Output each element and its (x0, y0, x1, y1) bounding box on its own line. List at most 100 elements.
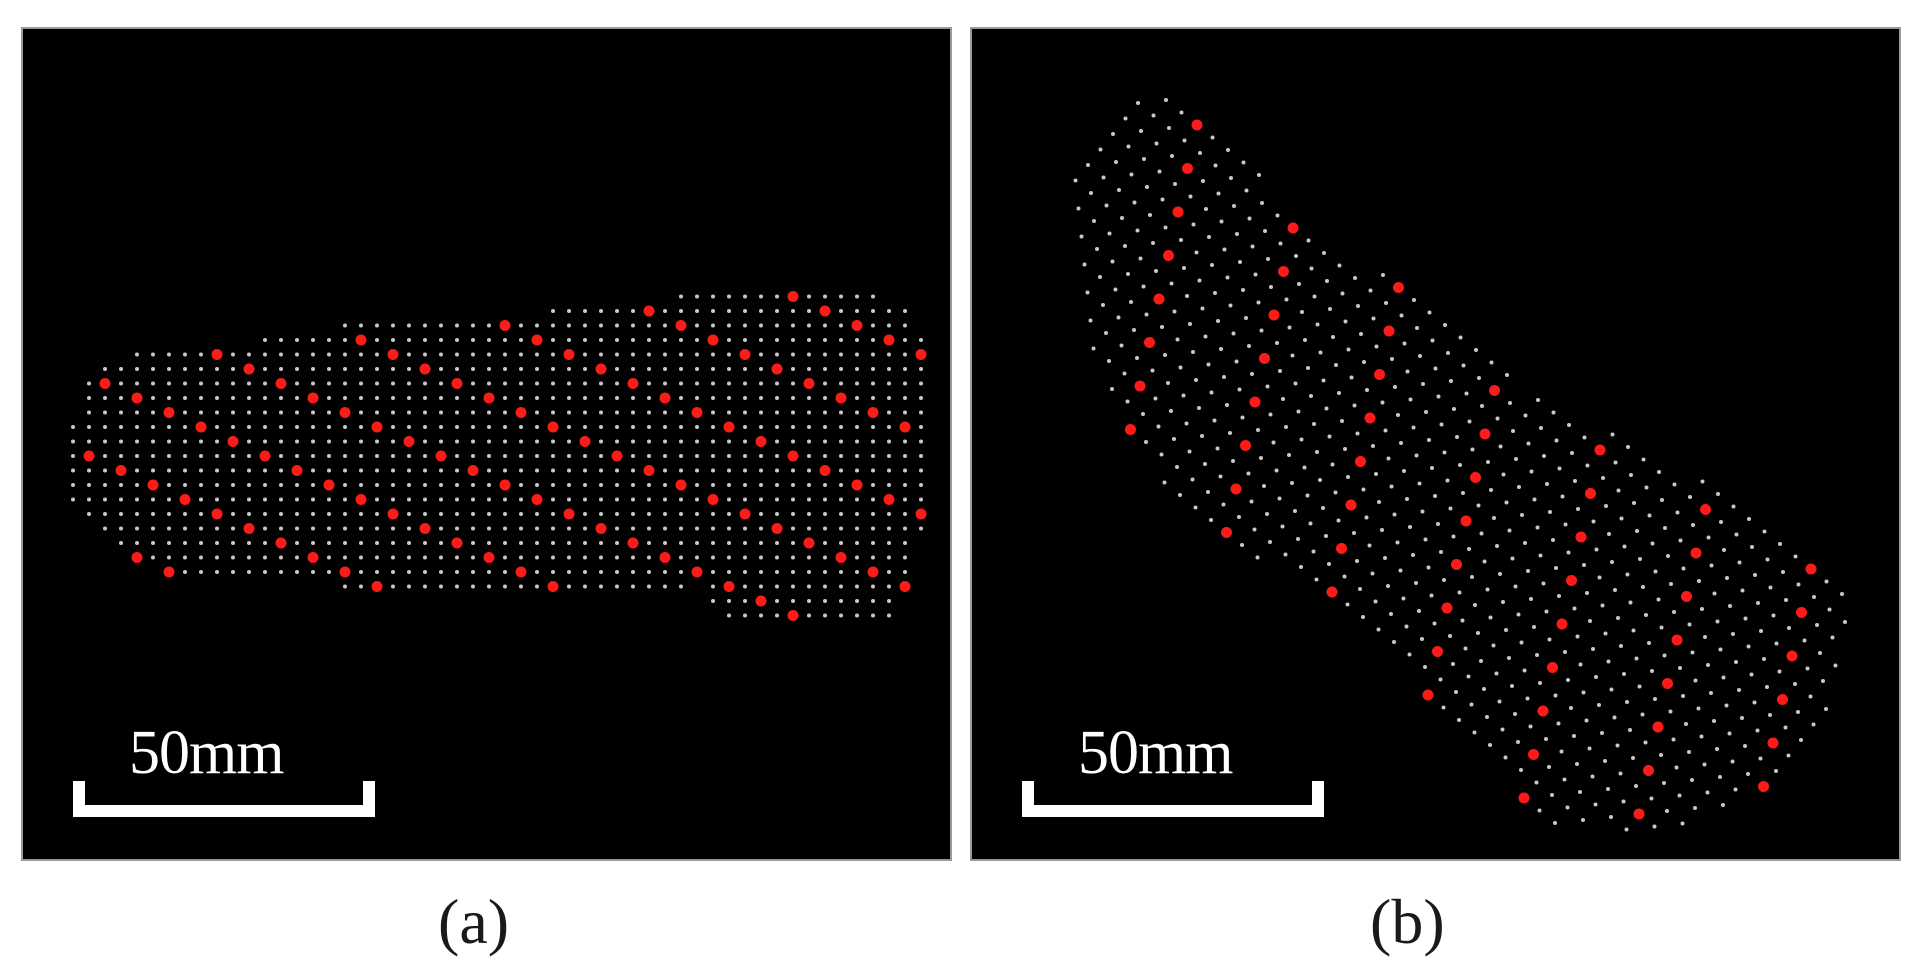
marker-point (371, 421, 383, 433)
grid-point (1154, 141, 1159, 146)
marker-point (467, 465, 479, 476)
grid-point (407, 497, 411, 502)
marker-point (899, 581, 911, 592)
grid-point (1204, 207, 1208, 211)
grid-point (535, 541, 539, 545)
grid-point (455, 512, 459, 516)
grid-point (343, 497, 347, 502)
grid-point (471, 410, 475, 415)
grid-point (1255, 555, 1260, 560)
grid-point (1768, 585, 1773, 590)
grid-point (103, 367, 107, 371)
grid-point (487, 468, 491, 473)
grid-point (1593, 802, 1598, 807)
grid-point (1743, 744, 1747, 748)
grid-point (199, 483, 203, 487)
marker-point (1432, 646, 1443, 657)
grid-point (1511, 429, 1515, 433)
marker-point (675, 320, 687, 331)
grid-point (1781, 570, 1785, 574)
marker-point (611, 450, 623, 462)
grid-point (743, 599, 747, 603)
marker-point (1287, 222, 1299, 234)
grid-point (1774, 641, 1779, 646)
marker-point (771, 363, 783, 375)
grid-point (1324, 406, 1329, 411)
grid-point (871, 294, 875, 299)
grid-point (1384, 301, 1388, 305)
grid-point (551, 323, 555, 328)
grid-point (119, 541, 123, 545)
grid-point (615, 497, 619, 502)
grid-point (1138, 256, 1143, 261)
grid-point (1705, 790, 1710, 795)
grid-point (439, 396, 443, 400)
grid-point (599, 425, 603, 429)
grid-point (919, 367, 923, 371)
grid-point (551, 439, 555, 444)
grid-point (439, 468, 443, 473)
grid-point (1125, 399, 1130, 404)
grid-point (151, 497, 155, 502)
grid-point (1399, 313, 1404, 318)
grid-point (1144, 312, 1149, 317)
grid-point (647, 497, 651, 502)
grid-point (663, 454, 667, 458)
marker-point (1690, 547, 1702, 559)
grid-point (1142, 157, 1146, 161)
grid-point (519, 352, 523, 357)
grid-point (263, 570, 267, 574)
grid-point (1154, 269, 1158, 273)
grid-point (151, 381, 155, 386)
grid-point (727, 613, 731, 618)
grid-point (1827, 607, 1832, 612)
grid-point (727, 410, 731, 415)
grid-point (727, 323, 731, 328)
grid-point (1216, 191, 1221, 196)
grid-point (1318, 478, 1322, 482)
grid-point (903, 381, 907, 386)
grid-point (503, 468, 507, 473)
grid-point (1342, 574, 1347, 579)
grid-point (855, 584, 859, 589)
grid-point (167, 352, 171, 357)
grid-point (1631, 756, 1635, 760)
marker-point (707, 494, 719, 505)
grid-point (695, 555, 699, 560)
grid-point (535, 454, 539, 458)
grid-point (567, 555, 571, 560)
grid-point (1519, 768, 1523, 772)
grid-point (311, 338, 315, 342)
grid-point (567, 570, 571, 574)
grid-point (1510, 556, 1515, 561)
grid-point (1594, 675, 1598, 679)
grid-point (327, 425, 331, 429)
grid-point (823, 526, 827, 531)
grid-point (679, 497, 683, 502)
marker-point (531, 494, 543, 505)
grid-point (871, 526, 875, 531)
grid-point (855, 410, 859, 415)
scale-bar-label-a: 50mm (129, 719, 284, 787)
grid-point (871, 309, 875, 313)
grid-point (791, 599, 795, 603)
caption-a: (a) (438, 886, 510, 957)
grid-point (1765, 557, 1770, 562)
grid-point (1417, 481, 1422, 486)
grid-point (727, 294, 731, 299)
grid-point (1231, 331, 1236, 336)
grid-point (855, 512, 859, 516)
grid-point (439, 323, 443, 328)
grid-point (599, 454, 603, 458)
grid-point (1762, 657, 1766, 661)
grid-point (711, 526, 715, 531)
grid-point (343, 454, 347, 458)
grid-point (599, 512, 603, 516)
grid-point (1374, 344, 1379, 349)
marker-point (867, 407, 879, 418)
marker-point (787, 450, 799, 462)
grid-point (1652, 824, 1657, 829)
grid-point (1164, 98, 1168, 102)
grid-point (1405, 369, 1410, 374)
grid-point (519, 338, 523, 342)
